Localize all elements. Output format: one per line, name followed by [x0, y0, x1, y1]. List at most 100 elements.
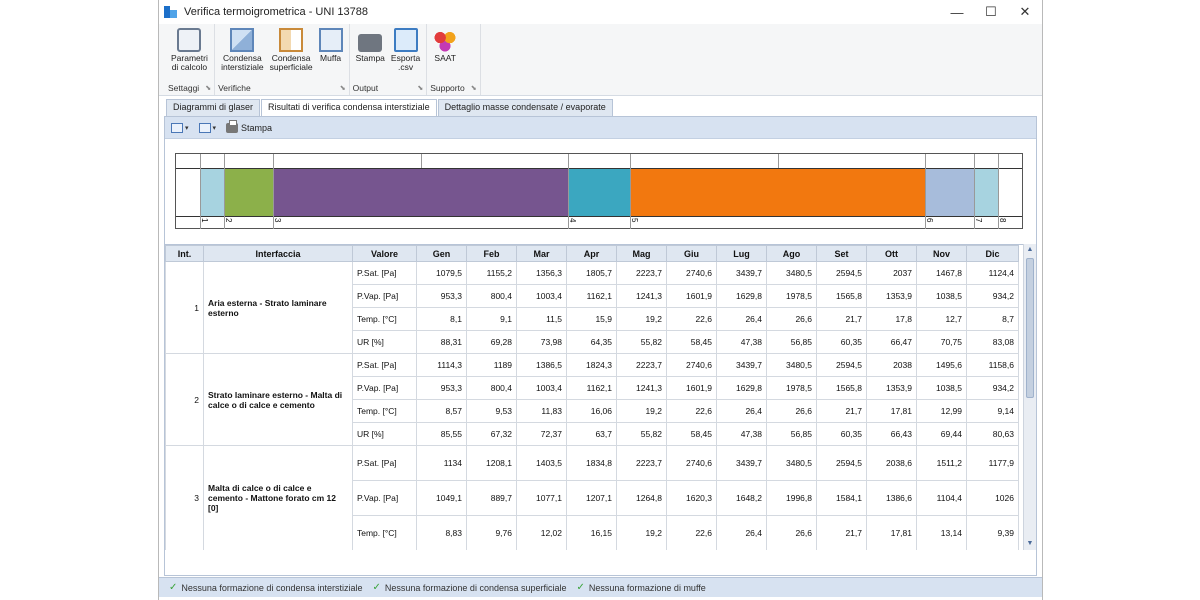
- scroll-thumb[interactable]: [1026, 258, 1034, 398]
- check-icon: ✓: [576, 582, 585, 593]
- app-logo-icon: [164, 5, 178, 19]
- tab-3[interactable]: Dettaglio masse condensate / evaporate: [437, 99, 613, 116]
- maximize-button[interactable]: ☐: [985, 4, 997, 19]
- table-cell: 2037: [866, 261, 917, 285]
- table-header-row: Int. Interfaccia Valore Gen Feb Mar Apr Mag Giu L…: [165, 245, 1019, 262]
- saat-button[interactable]: SAAT: [430, 28, 460, 81]
- ribbon-group-output: Stampa Esporta .csv Output ⬊: [350, 24, 428, 95]
- table-cell: 2740,6: [666, 261, 717, 285]
- table-cell: 1049,1: [416, 480, 467, 516]
- settings-button[interactable]: Parametri di calcolo: [168, 28, 211, 81]
- table-cell: 1003,4: [516, 284, 567, 308]
- table-cell: 22,6: [666, 307, 717, 331]
- table-cell: 2740,6: [666, 445, 717, 481]
- vertical-scrollbar[interactable]: ▲ ▼: [1023, 244, 1036, 550]
- table-cell: 21,7: [816, 307, 867, 331]
- column-header-apr[interactable]: Apr: [566, 245, 617, 262]
- layer-boundary-line: [224, 154, 226, 229]
- table-row[interactable]: Temp. [°C] 8,1 9,1 11,5 15,9 19,2 22,6 26,4 26,6…: [166, 307, 1019, 331]
- chevron-down-icon: ▾: [212, 124, 217, 132]
- dialog-launcher-icon[interactable]: ⬊: [470, 85, 477, 92]
- table-cell: 56,85: [766, 330, 817, 354]
- close-button[interactable]: ✕: [1019, 4, 1031, 19]
- column-header-interfaccia[interactable]: Interfaccia: [203, 245, 353, 262]
- chart-button[interactable]: Condensa interstiziale: [218, 28, 267, 81]
- table-cell: 1495,6: [916, 353, 967, 377]
- table-cell: 15,9: [566, 307, 617, 331]
- chevron-down-icon: ▾: [185, 124, 189, 132]
- layout-button[interactable]: ▾: [171, 122, 191, 133]
- settings-icon: [177, 28, 202, 52]
- column-header-mar[interactable]: Mar: [516, 245, 567, 262]
- printer-button[interactable]: Stampa: [353, 28, 388, 81]
- table-row[interactable]: P.Vap. [Pa] 1049,1 889,7 1077,1 1207,1 1264,8…: [166, 480, 1019, 516]
- layer-boundary-line: [924, 154, 926, 229]
- column-header-ott[interactable]: Ott: [866, 245, 917, 262]
- table-cell: 1079,5: [416, 261, 467, 285]
- ribbon-group-buttons: Stampa Esporta .csv: [353, 28, 424, 81]
- column-header-nov[interactable]: Nov: [916, 245, 967, 262]
- value-type: P.Vap. [Pa]: [352, 480, 417, 516]
- table-cell: 69,44: [916, 422, 967, 446]
- export-view-icon: [198, 122, 211, 133]
- tab-strip: Diagrammi di glaser Risultati di verifica…: [166, 99, 614, 116]
- wall-layer-3: [224, 169, 274, 216]
- table-cell: 64,35: [566, 330, 617, 354]
- column-header-feb[interactable]: Feb: [466, 245, 517, 262]
- check-icon: ✓: [169, 582, 178, 593]
- table-row[interactable]: 2 Strato laminare esterno - Malta di calc…: [165, 353, 1019, 446]
- table-cell: 66,47: [866, 330, 917, 354]
- ribbon-group-label: Settaggi: [168, 83, 200, 93]
- column-header-mag[interactable]: Mag: [616, 245, 667, 262]
- scroll-up-icon[interactable]: ▲: [1026, 246, 1034, 253]
- column-header-dic[interactable]: Dic: [966, 245, 1019, 262]
- table-cell: 1038,5: [916, 284, 967, 308]
- dialog-launcher-icon[interactable]: ⬊: [417, 85, 424, 92]
- status-text: Nessuna formazione di condensa superfici…: [384, 582, 567, 593]
- table-row[interactable]: Temp. [°C] 8,83 9,76 12,02 16,15 19,2 22,6 26,4…: [166, 515, 1019, 550]
- column-header-set[interactable]: Set: [816, 245, 867, 262]
- column-header-giu[interactable]: Giu: [666, 245, 717, 262]
- table-row[interactable]: 1 Aria esterna - Strato laminare esterno P…: [165, 261, 1019, 354]
- export-button[interactable]: Esporta .csv: [388, 28, 423, 81]
- table-row[interactable]: 3 Malta di calce o di calce e cemento - M…: [165, 445, 1019, 550]
- export-view-button[interactable]: ▾: [198, 122, 219, 133]
- panel-button[interactable]: Condensa superficiale: [267, 28, 316, 81]
- tab-1[interactable]: Diagrammi di glaser: [166, 99, 261, 116]
- print-button[interactable]: Stampa: [226, 119, 272, 133]
- ribbon-group-footer: Output ⬊: [353, 81, 424, 95]
- column-header-lug[interactable]: Lug: [716, 245, 767, 262]
- layer-strip: [176, 168, 1022, 217]
- column-header-int[interactable]: Int.: [165, 245, 204, 262]
- table-cell: 67,32: [466, 422, 517, 446]
- table-row[interactable]: P.Vap. [Pa] 953,3 800,4 1003,4 1162,1 1241,3 1…: [166, 376, 1019, 400]
- interface-number-label: 7: [973, 218, 983, 223]
- dialog-launcher-icon[interactable]: ⬊: [339, 85, 346, 92]
- table-cell: 1241,3: [616, 376, 667, 400]
- column-header-ago[interactable]: Ago: [766, 245, 817, 262]
- column-header-valore[interactable]: Valore: [352, 245, 417, 262]
- table-row[interactable]: UR [%] 85,55 67,32 72,37 63,7 55,82 58,45 47,38…: [166, 422, 1019, 446]
- column-header-gen[interactable]: Gen: [416, 245, 467, 262]
- layer-midline: [777, 154, 779, 168]
- table-cell: 22,6: [666, 399, 717, 423]
- table-cell: 3439,7: [716, 445, 767, 481]
- minimize-button[interactable]: —: [950, 4, 964, 20]
- wall-layer-8: [973, 169, 998, 216]
- table-cell: 1155,2: [466, 261, 517, 285]
- ribbon-group-buttons: Parametri di calcolo: [168, 28, 211, 81]
- window-button[interactable]: Muffa: [316, 28, 346, 81]
- table-cell: 934,2: [966, 284, 1019, 308]
- table-cell: 58,45: [666, 422, 717, 446]
- tab-2[interactable]: Risultati di verifica condensa interstiz…: [261, 99, 437, 116]
- dialog-launcher-icon[interactable]: ⬊: [205, 85, 212, 92]
- table-row[interactable]: P.Vap. [Pa] 953,3 800,4 1003,4 1162,1 1241,3 1…: [166, 284, 1019, 308]
- table-cell: 13,14: [916, 515, 967, 550]
- table-cell: 1158,6: [966, 353, 1019, 377]
- table-cell: 47,38: [716, 422, 767, 446]
- table-cell: 85,55: [416, 422, 467, 446]
- scroll-down-icon[interactable]: ▼: [1026, 540, 1034, 547]
- table-row[interactable]: Temp. [°C] 8,57 9,53 11,83 16,06 19,2 22,6 26,4…: [166, 399, 1019, 423]
- table-cell: 3439,7: [716, 261, 767, 285]
- table-cell: 83,08: [966, 330, 1019, 354]
